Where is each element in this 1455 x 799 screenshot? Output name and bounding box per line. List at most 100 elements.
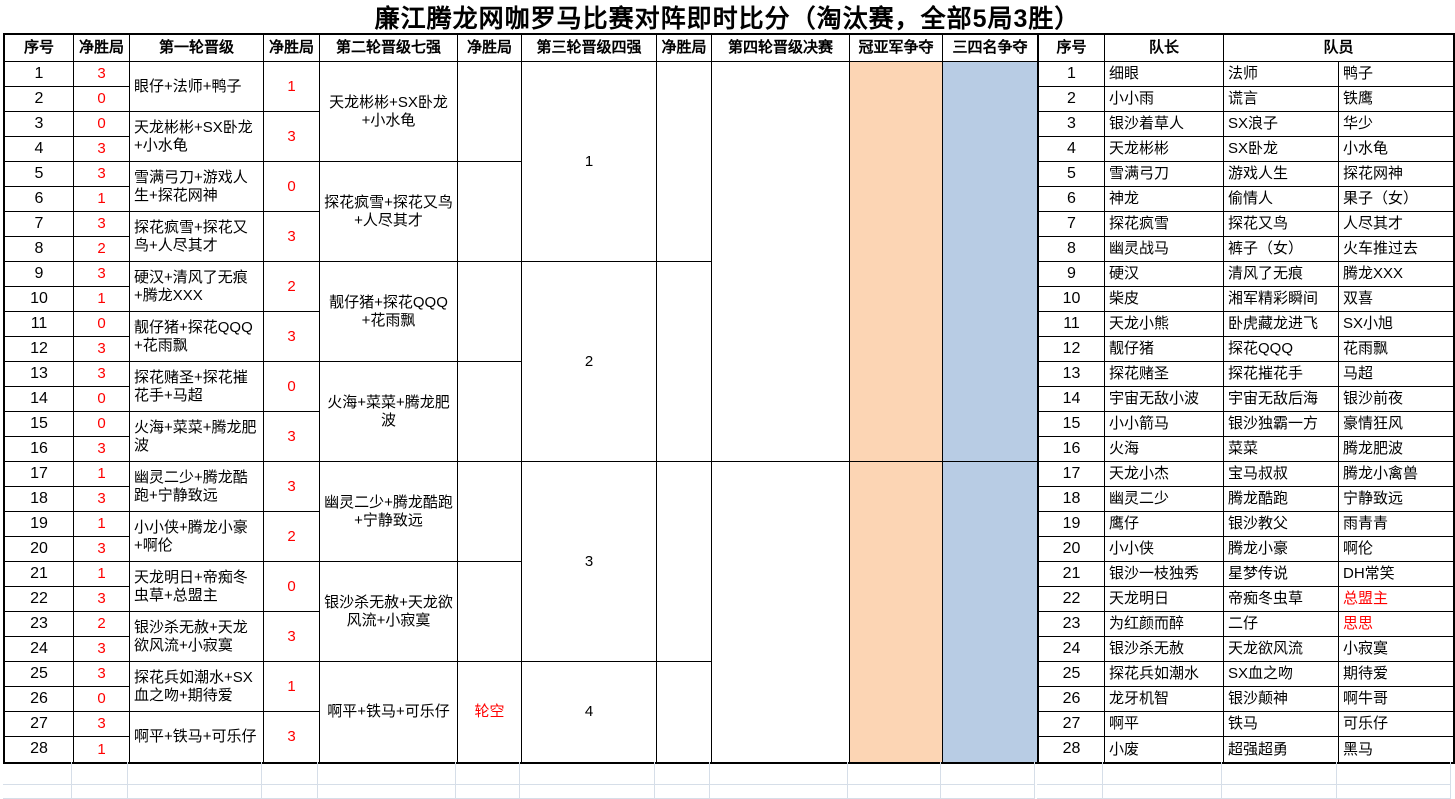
empty-cell[interactable]	[128, 785, 262, 799]
empty-cell[interactable]	[262, 762, 318, 785]
roster-serial-cell[interactable]: 2	[1039, 87, 1105, 112]
round2-team-cell[interactable]: 啊平+铁马+可乐仔	[320, 662, 458, 762]
round2-net-wins-cell[interactable]	[458, 562, 522, 662]
net-wins-cell[interactable]: 1	[74, 562, 130, 587]
captain-cell[interactable]: 靓仔猪	[1105, 337, 1224, 362]
empty-cell[interactable]	[520, 785, 655, 799]
member1-cell[interactable]: 卧虎藏龙进飞	[1224, 312, 1339, 337]
captain-cell[interactable]: 天龙明日	[1105, 587, 1224, 612]
member1-cell[interactable]: 谎言	[1224, 87, 1339, 112]
member1-cell[interactable]: 超强超勇	[1224, 737, 1339, 762]
serial-cell[interactable]: 2	[5, 87, 74, 112]
champion-battle-cell[interactable]	[850, 462, 943, 762]
header-roster-serial[interactable]: 序号	[1039, 35, 1105, 62]
net-wins-cell[interactable]: 3	[74, 212, 130, 237]
empty-cell[interactable]	[710, 785, 848, 799]
serial-cell[interactable]: 1	[5, 62, 74, 87]
header-net-wins-4[interactable]: 净胜局	[657, 35, 712, 62]
empty-cell[interactable]	[655, 785, 710, 799]
empty-cell[interactable]	[318, 762, 456, 785]
serial-cell[interactable]: 20	[5, 537, 74, 562]
member1-cell[interactable]: 银沙教父	[1224, 512, 1339, 537]
net-wins-cell[interactable]: 0	[74, 112, 130, 137]
header-net-wins-3[interactable]: 净胜局	[458, 35, 522, 62]
member2-cell[interactable]: 黑马	[1343, 740, 1374, 758]
serial-cell[interactable]: 5	[5, 162, 74, 187]
net-wins-cell[interactable]: 3	[74, 262, 130, 287]
round3-net-wins-cell[interactable]	[657, 462, 712, 662]
round2-net-wins-cell[interactable]	[458, 162, 522, 262]
serial-cell[interactable]: 25	[5, 662, 74, 687]
roster-serial-cell[interactable]: 4	[1039, 137, 1105, 162]
member2-cell[interactable]: DH常笑	[1339, 562, 1453, 587]
round1-net-wins-cell[interactable]: 3	[264, 412, 320, 462]
round1-team-cell[interactable]: 探花兵如潮水+SX血之吻+期待爱	[130, 662, 264, 712]
roster-serial-cell[interactable]: 14	[1039, 387, 1105, 412]
member1-cell[interactable]: 菜菜	[1224, 437, 1339, 462]
header-net-wins-2[interactable]: 净胜局	[264, 35, 320, 62]
captain-cell[interactable]: 啊平	[1105, 712, 1224, 737]
net-wins-cell[interactable]: 0	[74, 87, 130, 112]
serial-cell[interactable]: 17	[5, 462, 74, 487]
round2-net-wins-cell[interactable]	[458, 262, 522, 362]
third-place-battle-cell[interactable]	[943, 62, 1037, 462]
captain-cell[interactable]: 柴皮	[1105, 287, 1224, 312]
header-captain[interactable]: 队长	[1105, 35, 1224, 62]
member1-cell[interactable]: 偷情人	[1224, 187, 1339, 212]
round1-net-wins-cell[interactable]: 3	[264, 212, 320, 262]
roster-serial-cell[interactable]: 8	[1039, 237, 1105, 262]
empty-cell[interactable]	[1337, 785, 1451, 799]
captain-cell[interactable]: 小小雨	[1105, 87, 1224, 112]
captain-cell[interactable]: 火海	[1105, 437, 1224, 462]
net-wins-cell[interactable]: 3	[74, 62, 130, 87]
net-wins-cell[interactable]: 3	[74, 487, 130, 512]
roster-serial-cell[interactable]: 16	[1039, 437, 1105, 462]
header-round1[interactable]: 第一轮晋级	[130, 35, 264, 62]
member2-cell[interactable]: 银沙前夜	[1339, 387, 1453, 412]
header-champion-battle[interactable]: 冠亚军争夺	[850, 35, 943, 62]
round2-net-wins-cell[interactable]: 轮空	[458, 662, 522, 762]
roster-serial-cell[interactable]: 5	[1039, 162, 1105, 187]
serial-cell[interactable]: 23	[5, 612, 74, 637]
serial-cell[interactable]: 11	[5, 312, 74, 337]
round2-team-cell[interactable]: 银沙杀无赦+天龙欲风流+小寂寞	[320, 562, 458, 662]
serial-cell[interactable]: 16	[5, 437, 74, 462]
round1-net-wins-cell[interactable]: 3	[264, 312, 320, 362]
captain-cell[interactable]: 为红颜而醉	[1105, 612, 1224, 637]
round1-team-cell[interactable]: 天龙彬彬+SX卧龙+小水龟	[130, 112, 264, 162]
round1-team-cell[interactable]: 探花赌圣+探花摧花手+马超	[130, 362, 264, 412]
round1-net-wins-cell[interactable]: 2	[264, 512, 320, 562]
net-wins-cell[interactable]: 0	[74, 312, 130, 337]
serial-cell[interactable]: 22	[5, 587, 74, 612]
member2-cell[interactable]: 可乐仔	[1339, 712, 1453, 737]
net-wins-cell[interactable]: 2	[74, 237, 130, 262]
serial-cell[interactable]: 14	[5, 387, 74, 412]
round1-net-wins-cell[interactable]: 3	[264, 712, 320, 762]
member1-cell[interactable]: 探花QQQ	[1224, 337, 1339, 362]
serial-cell[interactable]: 7	[5, 212, 74, 237]
member1-cell[interactable]: SX浪子	[1224, 112, 1339, 137]
net-wins-cell[interactable]: 3	[74, 362, 130, 387]
empty-cell[interactable]	[1103, 785, 1222, 799]
captain-cell[interactable]: 细眼	[1105, 62, 1224, 87]
empty-cell[interactable]	[1037, 785, 1103, 799]
round1-net-wins-cell[interactable]: 3	[264, 112, 320, 162]
member2-cell[interactable]: 人尽其才	[1339, 212, 1453, 237]
member1-cell[interactable]: 帝痴冬虫草	[1224, 587, 1339, 612]
serial-cell[interactable]: 9	[5, 262, 74, 287]
roster-serial-cell[interactable]: 21	[1039, 562, 1105, 587]
roster-serial-cell[interactable]: 10	[1039, 287, 1105, 312]
round1-net-wins-cell[interactable]: 0	[264, 562, 320, 612]
captain-cell[interactable]: 天龙彬彬	[1105, 137, 1224, 162]
empty-cell[interactable]	[520, 762, 655, 785]
captain-cell[interactable]: 宇宙无敌小波	[1105, 387, 1224, 412]
member2-cell[interactable]: 火车推过去	[1339, 237, 1453, 262]
round3-net-wins-cell[interactable]	[657, 262, 712, 462]
net-wins-cell[interactable]: 2	[74, 612, 130, 637]
empty-cell[interactable]	[456, 762, 520, 785]
member2-cell[interactable]: 啊伦	[1339, 537, 1453, 562]
member1-cell[interactable]: 星梦传说	[1224, 562, 1339, 587]
roster-serial-cell[interactable]: 11	[1039, 312, 1105, 337]
member2-cell[interactable]: 马超	[1339, 362, 1453, 387]
third-place-battle-cell[interactable]	[943, 462, 1037, 762]
